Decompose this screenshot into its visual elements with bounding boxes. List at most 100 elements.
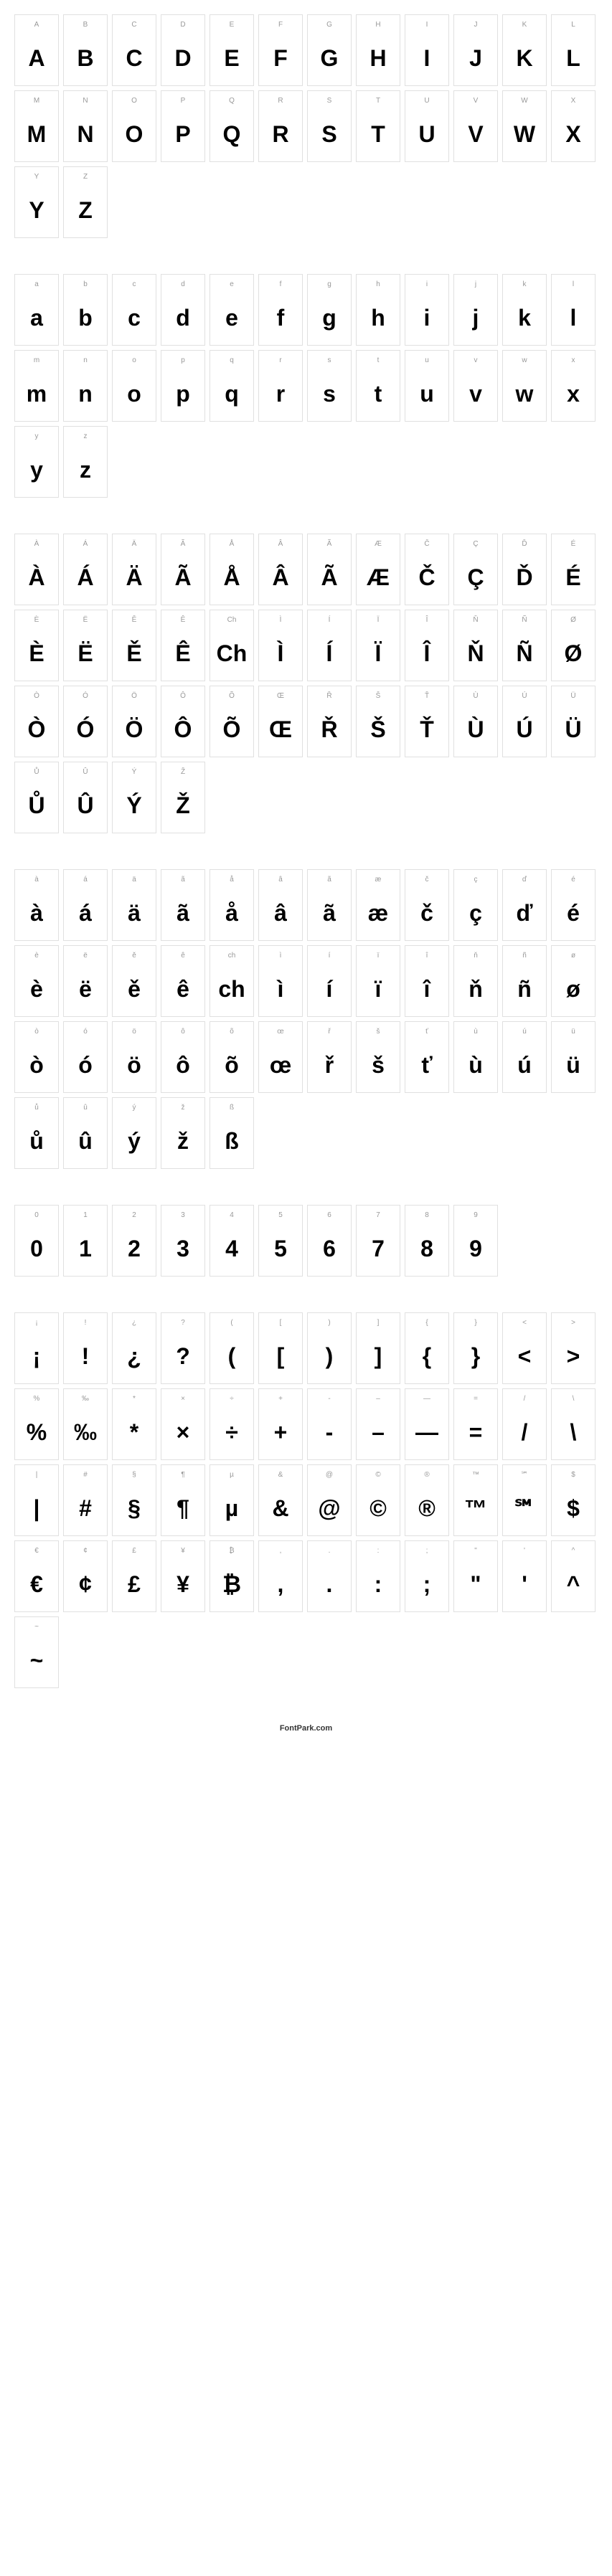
glyph-label: Ť — [425, 692, 429, 702]
glyph-label: ř — [328, 1028, 330, 1038]
glyph-label: õ — [230, 1028, 234, 1038]
glyph-cell: (( — [210, 1312, 254, 1384]
glyph-char: $ — [567, 1481, 580, 1535]
glyph-label: ì — [280, 952, 282, 962]
glyph-char: ů — [29, 1114, 44, 1168]
glyph-label: d — [181, 280, 185, 290]
glyph-label: { — [425, 1319, 428, 1329]
glyph-label: Å — [230, 540, 235, 550]
glyph-label: Ì — [280, 616, 282, 626]
glyph-char: O — [126, 107, 143, 161]
glyph-cell: jj — [453, 274, 498, 346]
glyph-cell: öö — [112, 1021, 156, 1093]
glyph-label: ' — [524, 1547, 525, 1557]
glyph-label: Ç — [473, 540, 478, 550]
glyph-label: o — [132, 356, 136, 366]
glyph-cell: ;; — [405, 1540, 449, 1612]
glyph-char: J — [469, 31, 482, 85]
glyph-cell: pp — [161, 350, 205, 422]
glyph-label: X — [571, 97, 576, 107]
glyph-label: 3 — [181, 1211, 185, 1221]
glyph-char: ç — [469, 886, 482, 940]
glyph-cell: ďď — [502, 869, 547, 941]
glyph-cell: ťť — [405, 1021, 449, 1093]
glyph-cell: êê — [161, 945, 205, 1017]
glyph-char: Ï — [375, 626, 382, 681]
glyph-label: Ï — [377, 616, 380, 626]
glyph-char: ¥ — [176, 1557, 189, 1611]
glyph-char: £ — [128, 1557, 141, 1611]
glyph-cell: ýý — [112, 1097, 156, 1169]
glyph-char: ř — [325, 1038, 334, 1092]
glyph-char: 8 — [420, 1221, 433, 1276]
glyph-cell: 33 — [161, 1205, 205, 1277]
glyph-label: ₿ — [229, 1547, 234, 1557]
glyph-cell: CC — [112, 14, 156, 86]
glyph-label: ü — [571, 1028, 575, 1038]
glyph-char: Ë — [77, 626, 93, 681]
glyph-cell: ŮŮ — [14, 762, 59, 833]
glyph-label: ® — [424, 1471, 429, 1481]
glyph-char: X — [565, 107, 580, 161]
glyph-cell: ää — [112, 869, 156, 941]
glyph-label: N — [83, 97, 88, 107]
glyph-char: Ó — [77, 702, 95, 757]
glyph-char: õ — [225, 1038, 239, 1092]
glyph-cell: ÑÑ — [502, 610, 547, 681]
glyph-cell: üü — [551, 1021, 595, 1093]
glyph-char: Ô — [174, 702, 192, 757]
glyph-cell: {{ — [405, 1312, 449, 1384]
glyph-char: | — [34, 1481, 40, 1535]
glyph-char: . — [326, 1557, 333, 1611]
glyph-char: Q — [223, 107, 241, 161]
glyph-cell: ee — [210, 274, 254, 346]
glyph-cell: ÛÛ — [63, 762, 108, 833]
glyph-label: ô — [181, 1028, 185, 1038]
glyph-char: Ň — [467, 626, 484, 681]
glyph-char: & — [272, 1481, 288, 1535]
glyph-label: ? — [181, 1319, 185, 1329]
glyph-char: G — [321, 31, 339, 85]
glyph-char: ' — [522, 1557, 527, 1611]
glyph-label: R — [278, 97, 283, 107]
glyph-char: Ã — [174, 550, 191, 605]
glyph-char: ó — [78, 1038, 93, 1092]
glyph-label: ù — [474, 1028, 478, 1038]
glyph-label: ë — [83, 952, 88, 962]
glyph-label: z — [84, 432, 88, 442]
glyph-label: b — [83, 280, 88, 290]
glyph-char: Ã — [321, 550, 337, 605]
glyph-cell: >> — [551, 1312, 595, 1384]
glyph-cell: ii — [405, 274, 449, 346]
glyph-label: Ď — [522, 540, 527, 550]
glyph-char: q — [225, 366, 239, 421]
glyph-char: í — [326, 962, 333, 1016]
glyph-cell: ÇÇ — [453, 534, 498, 605]
glyph-label: Ë — [83, 616, 88, 626]
glyph-label: – — [376, 1395, 380, 1405]
glyph-cell: "" — [453, 1540, 498, 1612]
glyph-cell: kk — [502, 274, 547, 346]
glyph-label: © — [375, 1471, 380, 1481]
glyph-label: @ — [326, 1471, 333, 1481]
glyph-char: E — [224, 31, 239, 85]
glyph-char: j — [473, 290, 479, 345]
glyph-label: Ch — [227, 616, 237, 626]
glyph-cell: ÃÃ — [307, 534, 352, 605]
glyph-char: è — [30, 962, 43, 1016]
glyph-label: à — [34, 876, 39, 886]
glyph-char: š — [372, 1038, 385, 1092]
glyph-cell: œœ — [258, 1021, 303, 1093]
glyph-cell: ₿₿ — [210, 1540, 254, 1612]
glyph-label: e — [230, 280, 234, 290]
glyph-char: " — [470, 1557, 481, 1611]
glyph-label: Ã — [327, 540, 332, 550]
glyph-cell: ÖÖ — [112, 686, 156, 757]
glyph-char: T — [371, 107, 385, 161]
glyph-cell: nn — [63, 350, 108, 422]
glyph-char: ¿ — [127, 1329, 141, 1383]
glyph-char: s — [323, 366, 336, 421]
glyph-label: — — [423, 1395, 430, 1405]
glyph-char: u — [420, 366, 434, 421]
glyph-label: Î — [426, 616, 428, 626]
